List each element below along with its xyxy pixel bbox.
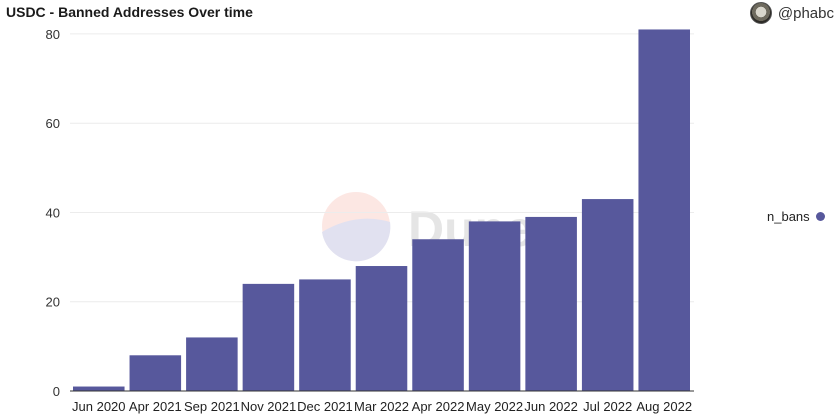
x-tick-label: Apr 2022 — [412, 399, 465, 414]
bar[interactable] — [299, 279, 351, 391]
x-tick-label: Jun 2022 — [524, 399, 578, 414]
x-tick-label: Apr 2021 — [129, 399, 182, 414]
y-tick-label: 80 — [46, 27, 60, 42]
legend-dot — [815, 212, 825, 221]
x-axis-ticks: Jun 2020 Apr 2021 Sep 2021 Nov 2021 Dec 2021… — [72, 399, 692, 414]
bars — [73, 29, 690, 392]
y-axis-ticks: 0 20 40 60 80 — [46, 27, 60, 399]
author-name: @phabc — [777, 4, 834, 22]
x-tick-label: Sep 2021 — [184, 399, 240, 414]
bar[interactable] — [73, 386, 125, 391]
avatar — [749, 2, 772, 24]
x-tick-label: Jul 2022 — [583, 399, 632, 414]
bar[interactable] — [355, 266, 408, 391]
bar[interactable] — [525, 216, 577, 391]
bar[interactable] — [638, 29, 690, 392]
legend[interactable]: n_bans — [767, 209, 825, 224]
x-tick-label: Mar 2022 — [354, 399, 409, 414]
x-tick-label: Jun 2020 — [72, 399, 126, 414]
bar[interactable] — [412, 239, 464, 391]
y-tick-label: 20 — [46, 295, 60, 310]
author-badge[interactable]: @phabc — [749, 2, 834, 24]
y-tick-label: 0 — [53, 384, 60, 399]
y-tick-label: 40 — [46, 205, 60, 220]
y-tick-label: 60 — [46, 116, 60, 131]
x-tick-label: May 2022 — [466, 399, 523, 414]
bar[interactable] — [186, 337, 238, 391]
legend-label: n_bans — [767, 209, 810, 224]
bar[interactable] — [129, 355, 182, 391]
x-tick-label: Aug 2022 — [636, 399, 692, 414]
chart-title: USDC - Banned Addresses Over time — [6, 4, 253, 20]
bar[interactable] — [468, 221, 521, 391]
bar[interactable] — [581, 199, 634, 391]
bar[interactable] — [242, 283, 295, 391]
x-tick-label: Dec 2021 — [297, 399, 353, 414]
x-tick-label: Nov 2021 — [241, 399, 297, 414]
